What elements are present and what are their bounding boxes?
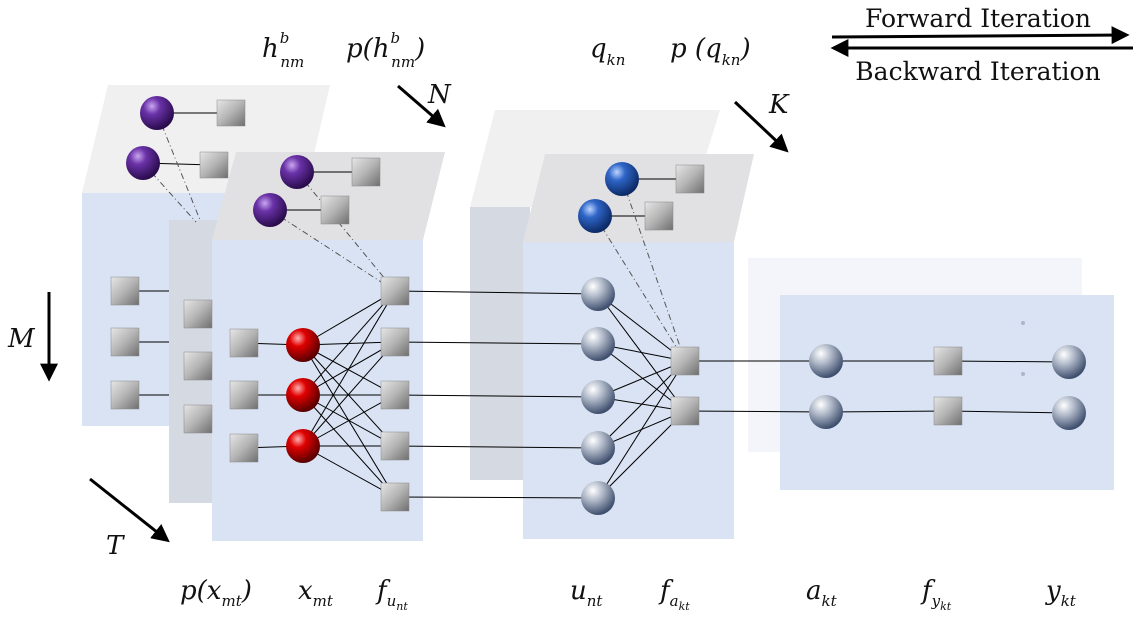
t-arrow <box>89 477 170 543</box>
k-arrow <box>733 100 789 153</box>
forward-label: Forward Iteration <box>865 4 1091 33</box>
panel-right-front <box>780 295 1114 490</box>
y-label: ykt <box>1045 576 1077 610</box>
panel-mid-front-body <box>523 242 734 539</box>
pq-factor <box>675 164 705 194</box>
y-node <box>1052 345 1086 379</box>
a-node <box>809 344 843 378</box>
px-factor <box>229 328 259 358</box>
h-node <box>140 96 174 130</box>
a-node <box>809 395 843 429</box>
x-node <box>286 328 320 362</box>
backward-label: Backward Iteration <box>855 57 1100 86</box>
q-label: qkn <box>590 34 625 69</box>
fu-factor <box>380 380 410 410</box>
q-node <box>605 162 639 196</box>
hb-label: hb nm <box>262 29 304 71</box>
fy-label: fykt <box>920 576 952 613</box>
pq-factor <box>644 201 674 231</box>
u-node <box>581 277 615 311</box>
h-node <box>126 146 160 180</box>
back-px-factor <box>110 327 140 357</box>
x-node <box>286 429 320 463</box>
ph-factor <box>216 99 246 127</box>
x-nodes <box>286 328 320 463</box>
a-label: akt <box>806 576 838 610</box>
faint-dot <box>1021 372 1025 376</box>
x-label: xmt <box>298 576 334 610</box>
u-node <box>581 380 615 414</box>
q-nodes <box>578 162 639 233</box>
ph-factor <box>199 151 229 179</box>
back-px-factor <box>110 276 140 306</box>
direction-arrows <box>40 26 1133 543</box>
x-node <box>286 378 320 412</box>
m-label: M <box>7 324 36 354</box>
factor-squares <box>110 99 963 512</box>
faint-dot <box>1021 321 1025 325</box>
phb-label: p(hb nm) <box>346 29 425 71</box>
fa-label: fakt <box>658 576 690 613</box>
a-nodes <box>809 344 843 429</box>
back-px-factor <box>110 380 140 410</box>
mid-px-factor <box>183 404 213 434</box>
hb-nodes <box>126 96 314 227</box>
u-node <box>581 431 615 465</box>
u-label: unt <box>570 576 603 610</box>
y-nodes <box>1052 345 1086 430</box>
k-label: K <box>768 90 790 120</box>
h-node <box>280 155 314 189</box>
u-node <box>581 481 615 515</box>
px-factor <box>229 433 259 463</box>
px-factor <box>229 380 259 410</box>
mid-px-factor <box>183 351 213 381</box>
fu-factor <box>380 327 410 357</box>
fy-factor <box>933 396 963 426</box>
fu-factor <box>380 431 410 461</box>
forward-arrow <box>831 26 1130 45</box>
fu-factor <box>380 482 410 512</box>
u-nodes <box>581 277 615 515</box>
q-node <box>578 199 612 233</box>
t-label: T <box>106 531 125 561</box>
fa-factor <box>670 346 700 376</box>
fu-factor <box>380 276 410 306</box>
pq-label: p (qkn) <box>670 34 751 69</box>
h-node <box>253 193 287 227</box>
panel-mid-front-top <box>523 154 754 242</box>
n-label: N <box>427 80 452 110</box>
y-node <box>1052 396 1086 430</box>
mid-px-factor <box>183 299 213 329</box>
fy-factor <box>933 346 963 376</box>
fu-label: funt <box>375 576 408 613</box>
fa-factor <box>670 396 700 426</box>
n-arrow <box>397 84 446 128</box>
ph-factor <box>351 157 381 187</box>
px-label: p(xmt) <box>180 576 252 610</box>
panel-group-right <box>748 258 1114 490</box>
u-node <box>581 327 615 361</box>
ph-factor <box>320 195 350 225</box>
